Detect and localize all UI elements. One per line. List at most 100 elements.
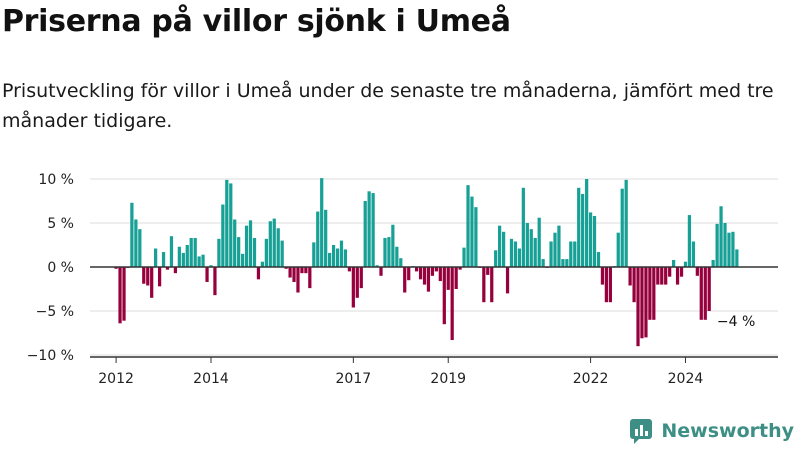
bar-positive [375, 265, 379, 267]
bar-positive [154, 248, 158, 267]
bar-positive [134, 219, 138, 267]
bar-positive [399, 258, 403, 267]
brand-name: Newsworthy [661, 420, 794, 442]
bar-negative [414, 267, 419, 272]
bar-positive [537, 217, 541, 267]
bar-positive [320, 178, 324, 267]
bar-negative [355, 267, 359, 298]
bar-positive [588, 212, 593, 267]
x-tick-label: 2024 [668, 371, 704, 387]
bar-positive [395, 246, 399, 267]
bar-positive [569, 241, 573, 267]
bar-positive [521, 187, 525, 267]
bar-positive [280, 240, 284, 267]
bar-positive [723, 223, 727, 267]
bar-positive [130, 202, 134, 267]
bar-positive [221, 204, 225, 267]
bar-positive [509, 238, 514, 267]
x-tick-label: 2017 [336, 371, 372, 387]
bar-positive [711, 259, 715, 267]
chart-subtitle: Prisutveckling för villor i Umeå under d… [2, 80, 774, 132]
chart-title: Priserna på villor sjönk i Umeå [2, 4, 511, 39]
bar-positive [470, 196, 474, 267]
bar-positive [189, 237, 193, 267]
bar-negative [644, 267, 648, 338]
bar-positive [474, 207, 478, 267]
x-tick-label: 2022 [573, 371, 609, 387]
bar-negative [300, 267, 304, 274]
bar-positive [229, 183, 233, 267]
bar-negative [157, 267, 162, 287]
bar-positive [169, 236, 174, 267]
bar-negative [675, 267, 680, 285]
bar-negative [640, 267, 644, 339]
bar-positive [260, 261, 264, 267]
bar-positive [462, 247, 466, 267]
bar-negative [450, 267, 454, 341]
bar-negative [292, 267, 296, 282]
newsworthy-logo: Newsworthy [629, 418, 794, 444]
bar-positive [565, 259, 569, 267]
bar-positive [201, 254, 205, 267]
bar-negative [379, 267, 383, 276]
bar-positive [553, 232, 557, 267]
bar-negative [146, 267, 150, 286]
bar-positive [324, 209, 328, 267]
bar-negative [430, 267, 435, 276]
bar-negative [114, 267, 118, 269]
bar-negative [454, 267, 458, 289]
bar-negative [707, 267, 711, 311]
bar-negative [490, 267, 494, 303]
bar-positive [185, 245, 189, 267]
bar-negative [165, 267, 170, 270]
bar-positive [727, 232, 731, 267]
bar-positive [596, 252, 601, 267]
y-tick-label: −10 % [27, 348, 74, 364]
bar-positive [577, 187, 581, 267]
bar-negative [359, 267, 363, 289]
bar-negative [636, 267, 640, 347]
bar-negative [442, 267, 446, 325]
bar-negative [438, 267, 442, 282]
bar-positive [244, 225, 249, 267]
bar-positive [383, 237, 387, 267]
bar-positive [513, 241, 518, 267]
bar-negative [679, 267, 684, 277]
bar-positive [138, 229, 142, 267]
x-tick-label: 2012 [98, 371, 134, 387]
bar-chart: 10 % 5 % 0 % −5 % −10 % 2012 2014 2017 2019 2022 2… [27, 172, 778, 387]
bar-negative [648, 267, 652, 320]
bar-positive [683, 261, 688, 267]
bar-positive [624, 179, 628, 267]
bar-negative [505, 267, 510, 294]
bar-negative [703, 267, 707, 320]
bar-positive [252, 237, 257, 267]
bar-positive [501, 231, 506, 267]
bar-positive [371, 193, 375, 267]
bar-negative [426, 267, 431, 292]
x-tick-label: 2019 [430, 371, 466, 387]
bar-negative [664, 267, 668, 285]
bar-positive [161, 252, 166, 267]
bar-positive [241, 253, 245, 267]
bar-positive [525, 223, 529, 267]
bar-positive [363, 201, 367, 267]
bar-negative [256, 267, 261, 280]
bar-positive [197, 256, 201, 267]
bar-negative [122, 267, 126, 321]
bar-negative [284, 267, 288, 269]
bar-positive [248, 220, 253, 267]
bar-positive [466, 185, 470, 267]
bar-positive [557, 225, 561, 267]
bar-positive [719, 206, 723, 267]
bar-negative [142, 267, 146, 284]
y-tick-label: 0 % [47, 260, 74, 276]
bar-negative [660, 267, 664, 285]
y-tick-label: −5 % [36, 304, 74, 320]
bar-negative [347, 267, 352, 272]
bar-positive [541, 259, 545, 267]
bar-positive [715, 223, 719, 267]
bar-positive [272, 218, 276, 267]
bar-positive [592, 215, 597, 267]
bar-negative [205, 267, 209, 282]
